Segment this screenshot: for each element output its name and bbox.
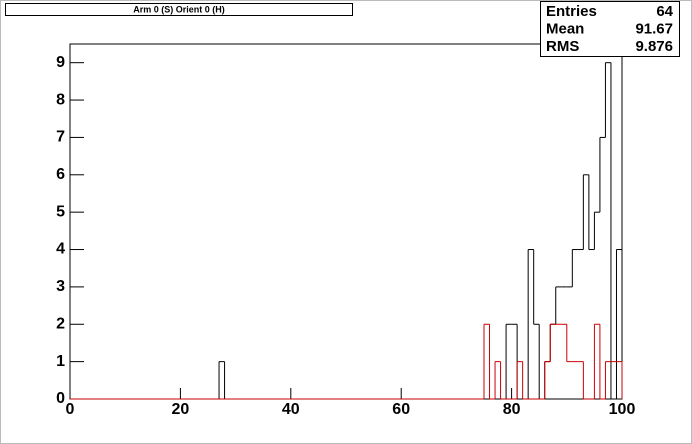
x-tick-label: 20 (172, 401, 190, 418)
x-tick-label: 40 (282, 401, 300, 418)
y-tick-label: 3 (56, 278, 65, 295)
y-tick-label: 6 (56, 166, 65, 183)
stat-label: Mean (546, 20, 584, 37)
x-tick-label: 60 (392, 401, 410, 418)
stat-label: RMS (546, 38, 579, 55)
x-tick-label: 100 (609, 401, 636, 418)
stat-value: 91.67 (635, 20, 673, 37)
y-tick-label: 0 (56, 390, 65, 407)
x-tick-label: 80 (503, 401, 521, 418)
stat-label: Entries (546, 3, 597, 20)
stat-value: 64 (656, 3, 673, 20)
x-tick-label: 0 (66, 401, 75, 418)
chart-title: Arm 0 (S) Orient 0 (H) (133, 4, 225, 14)
plot-frame (69, 43, 623, 400)
y-tick-label: 4 (56, 241, 65, 258)
stat-value: 9.876 (635, 38, 673, 55)
stats-box (540, 1, 680, 57)
title-box (5, 3, 353, 16)
y-tick-label: 2 (56, 315, 65, 332)
y-tick-label: 5 (56, 203, 65, 220)
y-tick-label: 7 (56, 129, 65, 146)
y-tick-label: 8 (56, 91, 65, 108)
y-tick-label: 1 (56, 353, 65, 370)
y-tick-label: 9 (56, 54, 65, 71)
